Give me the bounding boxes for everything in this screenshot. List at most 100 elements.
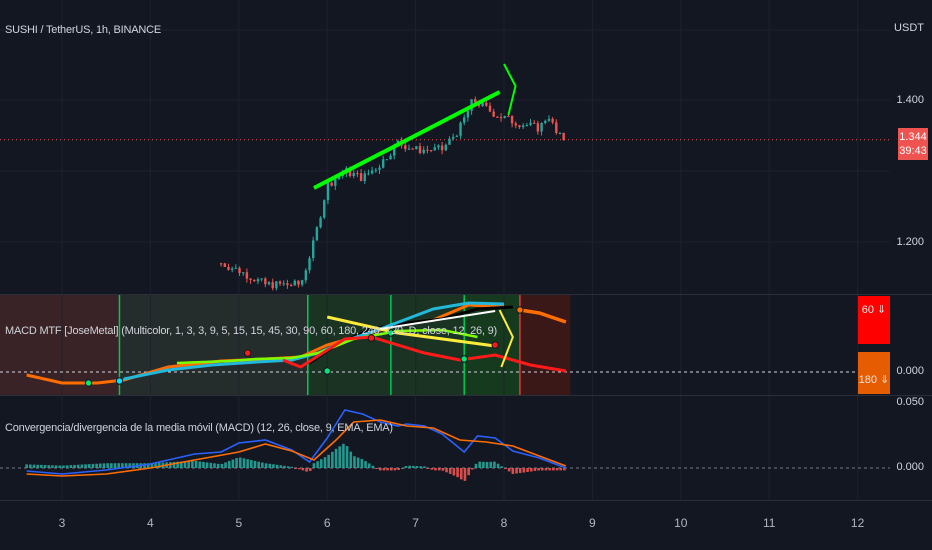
signal-dot <box>115 377 124 385</box>
histogram-bar <box>445 468 448 473</box>
histogram-bar <box>250 460 253 468</box>
macd-title: Convergencia/divergencia de la media móv… <box>5 422 393 434</box>
histogram-bar <box>504 468 507 469</box>
signal-dot <box>516 306 524 314</box>
histogram-bar <box>283 465 286 468</box>
histogram-bar <box>518 468 522 473</box>
histogram-bar <box>541 468 544 471</box>
histogram-bar <box>235 458 238 468</box>
candle-body <box>510 116 514 124</box>
histogram-bar <box>220 463 224 468</box>
macd-mtf-chart[interactable] <box>0 295 890 395</box>
macd-chart[interactable] <box>0 396 890 500</box>
candle-body <box>249 278 252 280</box>
histogram-bar <box>117 463 121 468</box>
macd-mtf-pane[interactable]: MACD MTF [JoseMetal] (Multicolor, 1, 3, … <box>0 295 890 395</box>
candle-body <box>264 278 267 285</box>
candle-body <box>219 263 223 265</box>
histogram-bar <box>327 454 330 468</box>
x-tick-label: 8 <box>500 516 508 530</box>
candle-body <box>278 281 282 284</box>
histogram-bar <box>294 468 297 469</box>
candle-body <box>289 285 293 287</box>
histogram-bar <box>456 468 459 478</box>
histogram-bar <box>36 464 39 468</box>
y-axis-unit: USDT <box>894 22 924 34</box>
candle-body <box>271 282 274 289</box>
candle-body <box>544 120 547 123</box>
candle-body <box>499 117 503 119</box>
candle-body <box>562 132 565 141</box>
histogram-bar <box>84 464 87 468</box>
candle-body <box>326 182 330 201</box>
candle-body <box>223 263 227 267</box>
histogram-bar <box>312 463 316 468</box>
pane-separator[interactable] <box>0 294 932 295</box>
pane-separator-2[interactable] <box>0 395 932 396</box>
histogram-bar <box>548 468 551 471</box>
histogram-bar <box>99 463 102 468</box>
histogram-bar <box>198 461 202 468</box>
candle-body <box>437 145 440 148</box>
candle-body <box>245 272 249 279</box>
x-tick-label: 10 <box>674 516 688 530</box>
histogram-bar <box>301 468 305 471</box>
x-tick-label: 5 <box>235 516 243 530</box>
histogram-bar <box>529 468 533 472</box>
histogram-bar <box>157 462 161 468</box>
candle-body <box>378 167 381 170</box>
candle-body <box>536 123 540 132</box>
histogram-bar <box>459 468 463 480</box>
candle-body <box>444 144 448 151</box>
histogram-bar <box>353 456 356 468</box>
x-tick-label: 9 <box>589 516 596 530</box>
candle-body <box>459 122 462 136</box>
candle-body <box>370 170 374 174</box>
histogram-bar <box>408 465 412 468</box>
histogram-bar <box>213 463 216 468</box>
histogram-bar <box>544 468 548 471</box>
histogram-bar <box>463 468 467 481</box>
histogram-bar <box>216 463 220 468</box>
histogram-bar <box>434 468 437 471</box>
histogram-bar <box>493 461 496 468</box>
price-pane[interactable]: SUSHI / TetherUS, 1h, BINANCE <box>0 0 890 294</box>
x-tick-label: 3 <box>58 516 66 530</box>
histogram-bar <box>261 462 264 468</box>
candle-body <box>256 279 260 282</box>
histogram-bar <box>176 461 179 468</box>
candle-body <box>521 125 525 128</box>
signal-dot <box>387 329 395 337</box>
histogram-bar <box>191 460 194 468</box>
histogram-bar <box>426 468 430 469</box>
histogram-bar <box>430 468 434 470</box>
histogram-bar <box>62 465 65 468</box>
candle-body <box>415 146 418 150</box>
candle-body <box>293 280 296 286</box>
candle-body <box>514 123 517 126</box>
trend-background <box>0 295 120 395</box>
candle-body <box>496 116 499 118</box>
histogram-bar <box>231 459 235 468</box>
candle-body <box>385 159 389 161</box>
histogram-bar <box>360 458 364 468</box>
x-tick-label: 11 <box>762 516 776 530</box>
tf-180-badge: 180 ⇓ <box>858 352 890 394</box>
candle-body <box>348 168 352 177</box>
macd-line <box>26 409 567 475</box>
histogram-bar <box>290 466 294 468</box>
price-chart[interactable] <box>0 0 890 294</box>
histogram-bar <box>482 461 485 468</box>
candle-body <box>267 282 271 285</box>
candle-body <box>407 148 411 150</box>
histogram-bar <box>331 451 334 468</box>
histogram-bar <box>43 465 47 468</box>
candle-body <box>426 149 429 151</box>
trend-arrow-head <box>503 63 517 116</box>
macd-pane[interactable]: Convergencia/divergencia de la media móv… <box>0 396 890 500</box>
candle-body <box>230 268 234 270</box>
candle-body <box>529 122 532 126</box>
candle-body <box>455 135 459 137</box>
candle-body <box>297 280 300 285</box>
candle-body <box>334 179 337 186</box>
